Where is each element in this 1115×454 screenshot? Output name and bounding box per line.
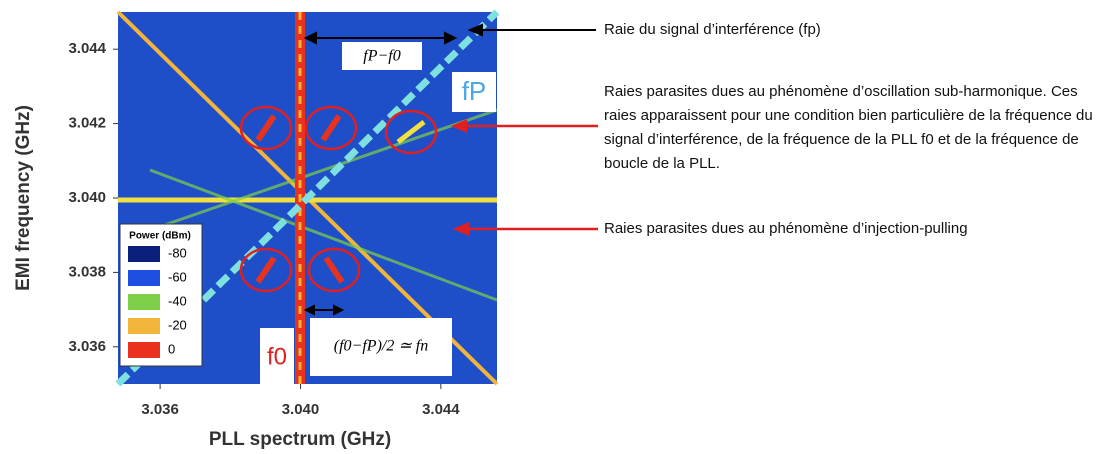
annotation: f0 — [267, 343, 287, 370]
note: Raies parasites dues au phénomène d’osci… — [604, 83, 1093, 172]
annotation-box — [260, 328, 294, 384]
y-tick-label: 3.038 — [68, 263, 106, 280]
annotation-box — [310, 318, 452, 376]
y-axis-label: EMI frequency (GHz) — [13, 105, 34, 291]
annotation: fP — [462, 76, 487, 106]
annotation-box — [342, 42, 422, 70]
y-tick-label: 3.036 — [68, 338, 106, 355]
legend-swatch — [128, 318, 160, 334]
legend-label: -20 — [168, 317, 187, 332]
heatmap-features — [115, 9, 500, 387]
legend-label: -60 — [168, 269, 187, 284]
x-tick-label: 3.044 — [422, 401, 460, 418]
x-axis-label: PLL spectrum (GHz) — [209, 429, 391, 450]
legend-swatch — [128, 294, 160, 310]
y-tick-label: 3.040 — [68, 189, 106, 206]
note-arrows — [450, 119, 598, 236]
note: Raie du signal d’interférence (fp) — [604, 21, 821, 38]
x-tick-label: 3.040 — [282, 401, 320, 418]
legend-title: Power (dBm) — [129, 231, 191, 242]
annotation: (f0−fP)/2 ≃ fn — [334, 338, 428, 355]
legend-label: -40 — [168, 293, 187, 308]
highlight-circles — [239, 105, 438, 293]
legend-label: 0 — [168, 341, 175, 356]
legend-label: -80 — [168, 245, 187, 260]
x-tick-label: 3.036 — [141, 401, 179, 418]
y-tick-label: 3.042 — [68, 115, 106, 132]
annotation: fP−f0 — [363, 48, 400, 65]
y-tick-label: 3.044 — [68, 40, 106, 57]
annotation-box — [452, 72, 496, 112]
legend-swatch — [128, 270, 160, 286]
note: Raies parasites dues au phénomène d’inje… — [604, 220, 968, 237]
annotation-arrows — [303, 23, 596, 316]
legend-swatch — [128, 246, 160, 262]
legend-swatch — [128, 342, 160, 358]
